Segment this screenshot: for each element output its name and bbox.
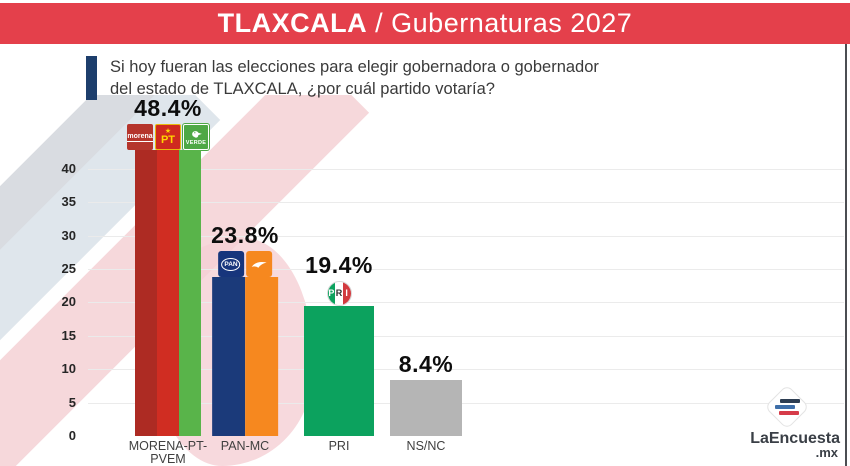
- bar-cluster: [212, 277, 278, 436]
- gridline: [88, 169, 844, 170]
- watermark-tld: .mx: [815, 445, 838, 460]
- y-tick-label: 5: [68, 395, 76, 410]
- question-line-2: del estado de TLAXCALA, ¿por cuál partid…: [110, 80, 495, 98]
- y-tick-label: 25: [61, 261, 76, 276]
- bar-pt: [157, 150, 179, 436]
- logo-stripe-navy: [780, 399, 800, 403]
- y-tick-label: 10: [61, 361, 76, 376]
- y-tick-label: 15: [61, 328, 76, 343]
- pt-logo: ★ PT: [155, 124, 181, 150]
- bar-cluster: [135, 150, 201, 436]
- category-label: MORENA-PT- PVEM: [128, 439, 208, 466]
- bar-group-pri: 19.4% P R I PRI: [304, 252, 374, 466]
- bar-cluster: [390, 380, 462, 436]
- mc-logo: [246, 251, 272, 277]
- gridline: [88, 336, 844, 337]
- y-tick-label: 30: [61, 228, 76, 243]
- gridline: [88, 236, 844, 237]
- value-label: 8.4%: [398, 351, 454, 377]
- party-logos: morena ★ PT VERDE: [127, 124, 209, 150]
- watermark-name: LaEncuesta: [750, 430, 840, 447]
- gridline: [88, 202, 844, 203]
- bar-group-ns-nc: 8.4% NS/NC: [390, 351, 462, 466]
- bar-pri: [304, 306, 374, 436]
- logo-stripe-red: [779, 411, 799, 415]
- y-tick-label: 0: [68, 428, 76, 443]
- gridline: [88, 403, 844, 404]
- bar-pan: [212, 277, 245, 436]
- bar-pvem: [179, 150, 201, 436]
- value-label: 48.4%: [134, 95, 202, 121]
- question-block: Si hoy fueran las elecciones para elegir…: [86, 56, 599, 100]
- pt-star-icon: ★: [164, 127, 172, 135]
- question-line-1: Si hoy fueran las elecciones para elegir…: [110, 58, 599, 76]
- gridline: [88, 302, 844, 303]
- gridline: [88, 269, 844, 270]
- category-label: PRI: [328, 439, 350, 453]
- category-label: PAN-MC: [220, 439, 270, 453]
- morena-logo: morena: [127, 124, 153, 150]
- screen-edge-line: [845, 44, 847, 466]
- logo-stripe-blue: [775, 405, 795, 409]
- toucan-icon: [192, 130, 202, 138]
- bar-cluster: [304, 306, 374, 436]
- value-label: 23.8%: [211, 222, 279, 248]
- party-logos: PAN: [218, 251, 272, 277]
- eagle-icon: [251, 261, 267, 268]
- gridline: [88, 369, 844, 370]
- verde-logo: VERDE: [183, 124, 209, 150]
- category-label: NS/NC: [406, 439, 446, 453]
- bar-morena: [135, 150, 157, 436]
- bar-group-pan-mc: 23.8% PAN PAN-MC: [211, 222, 279, 466]
- y-tick-label: 40: [61, 161, 76, 176]
- value-label: 19.4%: [305, 252, 373, 278]
- bar-mc: [245, 277, 278, 436]
- bar-group-morena-pt-pvem: 48.4% morena ★ PT VERDE MORENA-PT- PVEM: [127, 95, 209, 466]
- y-tick-label: 20: [61, 294, 76, 309]
- bar-ns-nc: [390, 380, 462, 436]
- header-title-state: TLAXCALA: [217, 8, 368, 38]
- header-title-subject: / Gubernaturas 2027: [367, 8, 633, 38]
- laencuesta-logo-icon: [764, 384, 810, 430]
- question-text: Si hoy fueran las elecciones para elegir…: [110, 56, 599, 100]
- question-accent-bar: [86, 56, 97, 100]
- header-bar: TLAXCALA / Gubernaturas 2027: [0, 3, 850, 44]
- pan-logo: PAN: [218, 251, 244, 277]
- y-tick-label: 35: [61, 194, 76, 209]
- laencuesta-watermark: LaEncuesta .mx: [734, 384, 840, 460]
